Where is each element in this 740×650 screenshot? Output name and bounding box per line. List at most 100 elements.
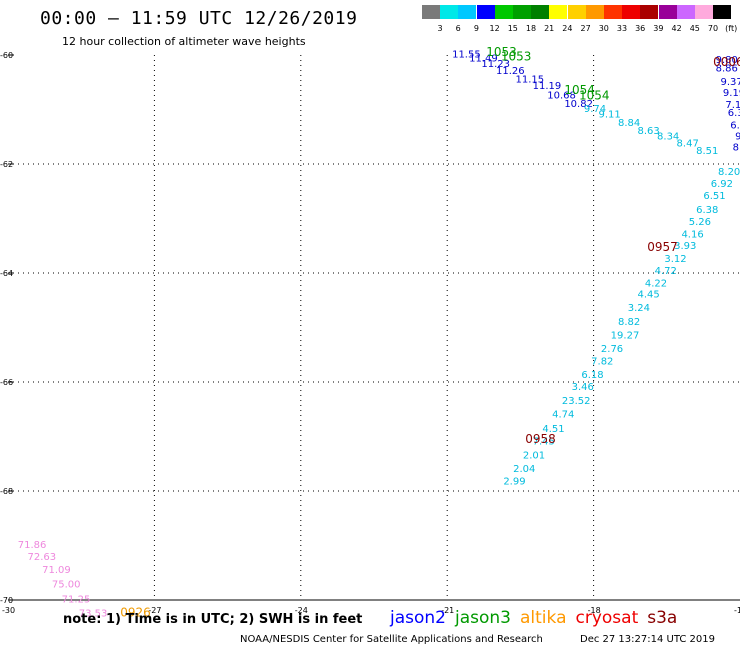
legend-swatch (676, 5, 695, 19)
chart-title: 00:00 – 11:59 UTC 12/26/2019 (40, 8, 358, 29)
legend-swatch (567, 5, 586, 19)
satellite-label: cryosat (575, 608, 639, 628)
legend-swatch (658, 5, 677, 19)
legend-swatch (604, 5, 622, 19)
wave-height-label: 11.55 (452, 50, 481, 61)
legend-label: 9 (473, 24, 479, 33)
wave-height-label: 2.01 (523, 450, 545, 461)
wave-height-label: 9.80 (716, 55, 738, 66)
y-tick-label: -62 (0, 160, 13, 169)
legend-swatch (640, 5, 659, 19)
pass-time-label: 0958 (525, 432, 556, 446)
y-tick-label: -60 (0, 51, 13, 60)
wave-height-label: 71.25 (62, 595, 91, 606)
wave-height-label: 6.38 (696, 205, 718, 216)
satellite-label: s3a (647, 608, 678, 628)
pass-time-label: 0957 (647, 240, 678, 254)
wave-height-label: 75.00 (52, 579, 81, 590)
wave-height-label: 6.98 (730, 121, 740, 132)
wave-height-label: 3.12 (664, 254, 686, 265)
plot-axes: -30 -27 -24 -21 -18 -15 -60 -62 -64 -66 -68 -70 (0, 51, 740, 615)
wave-height-label: 8.86 (716, 63, 738, 74)
wave-height-label: 4.51 (542, 424, 564, 435)
legend-label: 24 (562, 24, 573, 33)
plot-marks: 11.5511.4911.2311.2611.1511.1910.6810.82… (18, 45, 740, 619)
legend-label: 42 (671, 24, 682, 33)
legend-label: 21 (544, 24, 555, 33)
satellite-label: jason2 (390, 608, 446, 628)
legend-swatch (513, 5, 531, 19)
legend-label: (ft) (725, 24, 738, 33)
wave-height-label: 4.72 (655, 266, 677, 277)
x-tick-label: -27 (148, 606, 161, 615)
legend-label: 3 (437, 24, 443, 33)
pass-time-label: 0006 (713, 55, 740, 69)
satellite-legend: jason2 jason3 altika cryosat s3a (390, 608, 686, 628)
wave-height-label: 3.93 (674, 241, 696, 252)
legend-swatch (713, 5, 732, 19)
wave-height-label: 9.0 (735, 131, 740, 142)
wave-height-label: 4.22 (645, 279, 667, 290)
wave-height-label: 9.19 (723, 88, 740, 99)
wave-height-label: 2.76 (601, 344, 623, 355)
legend-swatch (531, 5, 550, 19)
y-tick-label: -68 (0, 487, 13, 496)
legend-label: 12 (489, 24, 500, 33)
wave-height-label: 8.72 (733, 142, 740, 153)
wave-height-label: 11.49 (469, 54, 498, 65)
legend-label: 6 (455, 24, 461, 33)
legend-swatch (440, 5, 459, 19)
legend-swatch (585, 5, 604, 19)
pass-time-label: 1053 (486, 45, 517, 59)
pass-time-label: 1054 (579, 89, 610, 103)
wave-height-label: 2.99 (503, 476, 525, 487)
wave-height-label: 7.15 (725, 100, 740, 111)
legend-label: 15 (507, 24, 518, 33)
wave-height-label: 6.35 (728, 108, 740, 119)
wave-height-label: 6.92 (711, 179, 733, 190)
satellite-label: jason3 (455, 608, 511, 628)
legend-label: 36 (635, 24, 646, 33)
wave-height-label: 6.18 (581, 370, 603, 381)
wave-height-label: 8.20 (718, 167, 740, 178)
wave-height-label: 4.45 (638, 290, 660, 301)
pass-time-label: 0926 (120, 605, 151, 619)
legend-swatch (695, 5, 713, 19)
legend-label: 27 (580, 24, 591, 33)
legend-label: 30 (598, 24, 609, 33)
x-tick-label: -21 (441, 606, 454, 615)
wave-height-label: 6.51 (703, 191, 725, 202)
wave-height-label: 8.34 (657, 131, 679, 142)
wave-height-label: 23.52 (562, 396, 591, 407)
x-tick-label: -24 (295, 606, 308, 615)
legend-swatch (494, 5, 513, 19)
wave-height-label: 10.82 (564, 99, 593, 110)
wave-height-label: 5.26 (689, 217, 711, 228)
wave-height-label: 7.82 (591, 357, 613, 368)
wave-height-label: 11.23 (481, 59, 510, 70)
wave-height-label: 9.11 (598, 110, 620, 121)
plot-grid (8, 55, 740, 600)
wave-height-label: 73.53 (79, 608, 108, 619)
legend-swatch (622, 5, 641, 19)
legend-swatch (549, 5, 568, 19)
wave-height-label: 71.86 (18, 540, 47, 551)
x-tick-label: -18 (588, 606, 601, 615)
wave-height-label: 8.63 (638, 126, 660, 137)
legend-label: 33 (616, 24, 628, 33)
legend-swatch (476, 5, 495, 19)
legend-label: 39 (653, 24, 664, 33)
wave-height-label: 9.74 (584, 104, 606, 115)
wave-height-label: 19.27 (611, 330, 640, 341)
legend-label: 45 (689, 24, 700, 33)
legend-label: 70 (707, 24, 719, 33)
x-tick-label: -15 (734, 606, 740, 615)
footnote: note: 1) Time is in UTC; 2) SWH is in fe… (63, 612, 363, 627)
wave-height-label: 4.74 (552, 409, 574, 420)
wave-height-label: 71.09 (42, 565, 71, 576)
generated-timestamp: Dec 27 13:27:14 UTC 2019 (580, 634, 715, 645)
pass-time-label: 1053 (501, 49, 532, 63)
pass-time-label: 1054 (564, 83, 595, 97)
legend-swatch (458, 5, 477, 19)
